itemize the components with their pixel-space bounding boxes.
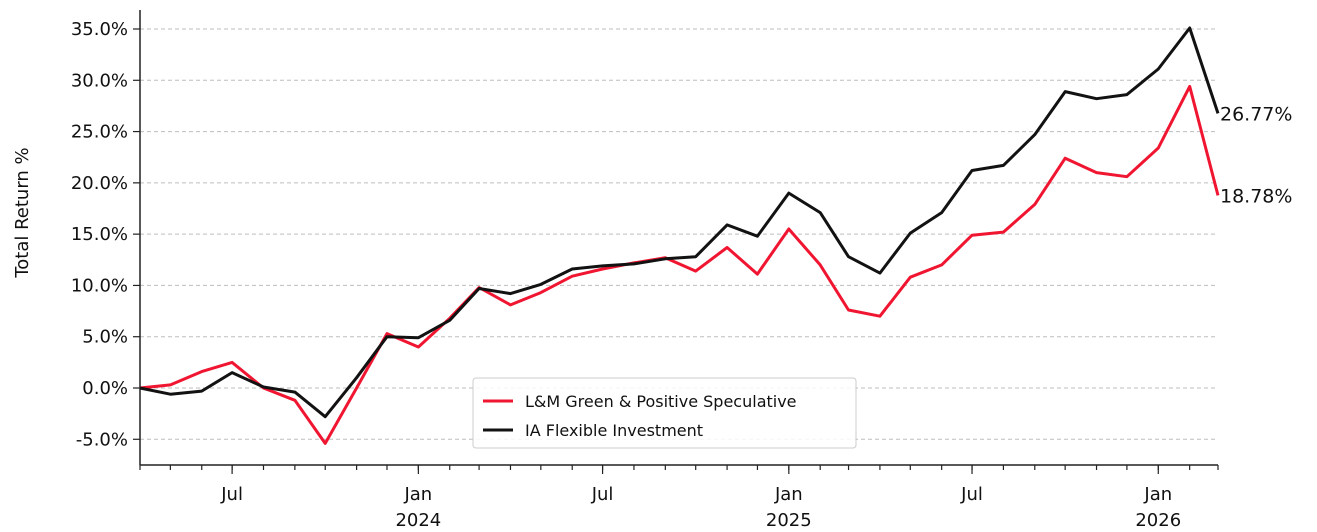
x-tick-year-label: 2026 [1135,510,1181,531]
y-tick-label: 5.0% [82,327,128,348]
y-tick-label: 10.0% [71,275,128,296]
legend-label-lm-green: L&M Green & Positive Speculative [525,392,797,411]
y-tick-label: 0.0% [82,378,128,399]
legend-label-ia-flexible: IA Flexible Investment [525,421,703,440]
y-ticks: -5.0% 0.0% 5.0% 10.0% 15.0% 20.0% 25.0% 30.0% 35… [71,19,140,450]
end-value-label-0: 18.78% [1220,185,1292,207]
x-tick-label: Jul [960,484,983,505]
end-labels: 18.78% 26.77% [1220,103,1292,207]
end-value-label-1: 26.77% [1220,103,1292,125]
legend: L&M Green & Positive Speculative IA Flex… [472,377,857,449]
series-line-0 [139,84,1220,445]
x-tick-year-label: 2024 [395,510,441,531]
y-tick-label: 15.0% [71,224,128,245]
x-tick-label: Jul [591,484,614,505]
x-tick-label: Jul [220,484,243,505]
y-tick-label: -5.0% [76,429,128,450]
x-tick-label: Jan [1143,484,1172,505]
x-tick-label: Jan [774,484,803,505]
y-axis-title: Total Return % [12,147,33,278]
y-tick-label: 20.0% [71,173,128,194]
series-lines [139,26,1220,445]
y-tick-label: 25.0% [71,122,128,143]
x-tick-year-label: 2025 [766,510,812,531]
x-ticks: Jul Jan 2024 Jul Jan 2025 Jul Jan 2026 [139,465,1219,531]
y-tick-label: 35.0% [71,19,128,40]
y-tick-label: 30.0% [71,70,128,91]
legend-box [472,377,857,449]
x-tick-label: Jan [403,484,432,505]
series-line-1 [139,26,1220,419]
